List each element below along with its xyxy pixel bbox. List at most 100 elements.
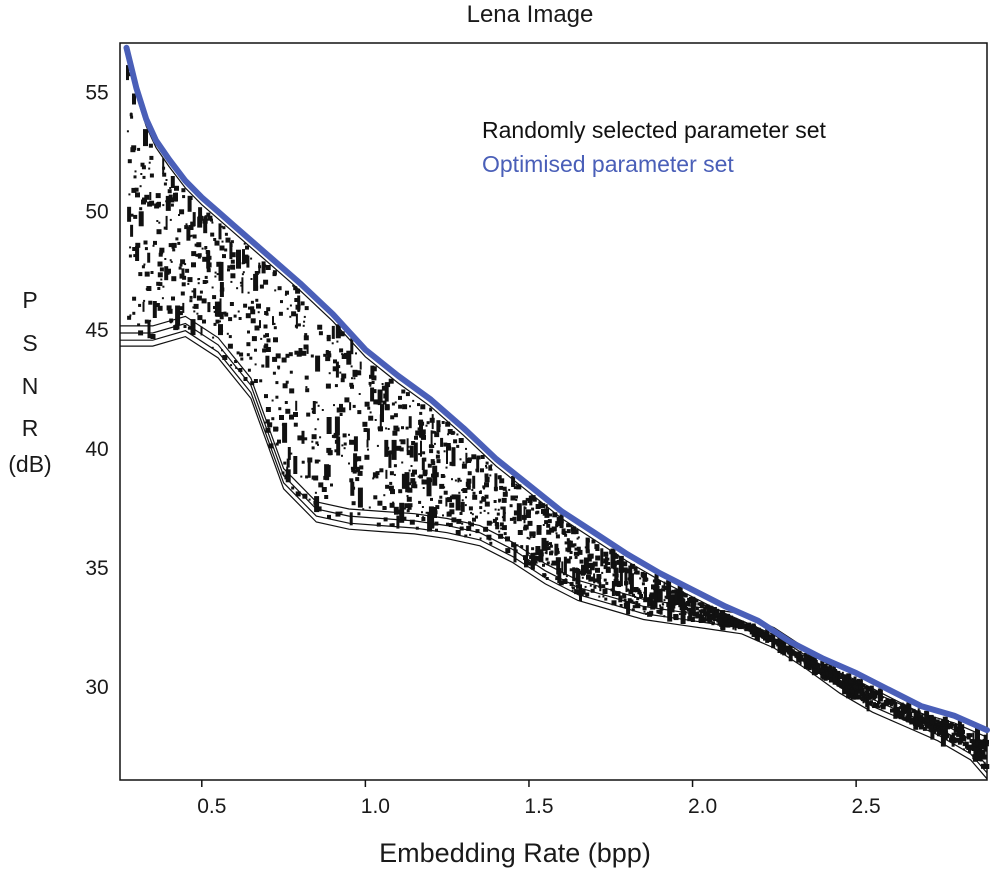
random-point [387,428,390,430]
random-point [627,598,632,603]
random-point [564,541,568,545]
random-point [944,719,949,725]
random-point [417,475,420,478]
random-point [479,500,483,504]
random-point [619,604,623,607]
random-point [430,430,433,447]
random-point [245,313,251,319]
random-point [304,437,308,441]
random-point [546,529,552,535]
random-point [475,468,479,472]
random-point [462,461,465,464]
random-point [274,289,277,292]
random-point [167,189,172,194]
random-point [334,439,339,444]
random-point [295,400,298,411]
random-point [371,366,377,372]
random-point [980,739,985,744]
random-point [459,458,462,461]
random-point [206,250,211,269]
random-point [604,597,608,601]
random-point [421,511,423,514]
random-point [561,561,564,574]
random-point [351,482,354,484]
random-point [497,475,502,480]
random-point [192,306,195,309]
random-point [183,325,187,328]
random-point [144,247,148,251]
random-point [224,232,228,236]
random-point [377,426,381,430]
random-point [900,702,904,713]
random-point [828,675,833,680]
random-point [821,669,823,672]
random-point [741,623,746,628]
random-point [840,674,844,678]
random-point [698,618,704,623]
random-point [461,522,464,525]
random-point [819,670,825,675]
random-point [187,282,190,285]
random-point [531,507,535,511]
random-point [733,620,739,626]
random-point [218,261,224,281]
random-point [301,460,305,464]
random-point [653,589,658,608]
random-point [968,749,971,752]
random-point [532,535,536,538]
random-point [915,711,919,722]
random-point [184,225,189,230]
random-point [760,633,765,638]
random-point [264,343,269,348]
random-point [955,737,960,743]
random-point [814,664,818,668]
random-point [393,464,397,468]
random-point [440,437,444,447]
random-point [643,610,646,613]
random-point [350,365,353,368]
random-point [913,709,916,724]
random-point [289,414,294,420]
random-point [949,724,954,729]
random-point [251,336,257,342]
random-point [265,419,270,424]
random-point [419,411,423,415]
random-point [742,621,745,624]
random-point [162,285,165,288]
random-point [981,764,986,769]
random-point [692,616,695,619]
random-point [349,439,355,445]
random-point [728,615,734,621]
random-point [912,722,915,725]
random-point [853,684,859,690]
random-point [525,513,531,518]
random-point [649,610,654,615]
random-point [149,155,154,160]
random-point [304,333,308,337]
random-point [189,235,192,238]
random-point [663,599,666,602]
random-point [429,507,435,513]
random-point [152,301,157,318]
random-point [978,744,984,750]
random-point [207,215,213,221]
random-point [285,353,290,358]
random-point [342,433,347,438]
random-point [277,286,282,291]
random-point [829,678,833,681]
random-point [164,266,169,281]
random-point [402,516,407,521]
random-point [679,598,685,611]
random-point [169,197,175,203]
random-point [565,547,570,552]
random-point [375,475,379,479]
random-point [408,503,413,508]
random-point [530,566,534,569]
random-point [145,129,149,133]
random-point [555,532,558,535]
random-point [138,211,144,227]
random-point [350,384,354,389]
random-point [936,721,939,724]
random-point [720,611,723,615]
random-point [562,579,568,584]
